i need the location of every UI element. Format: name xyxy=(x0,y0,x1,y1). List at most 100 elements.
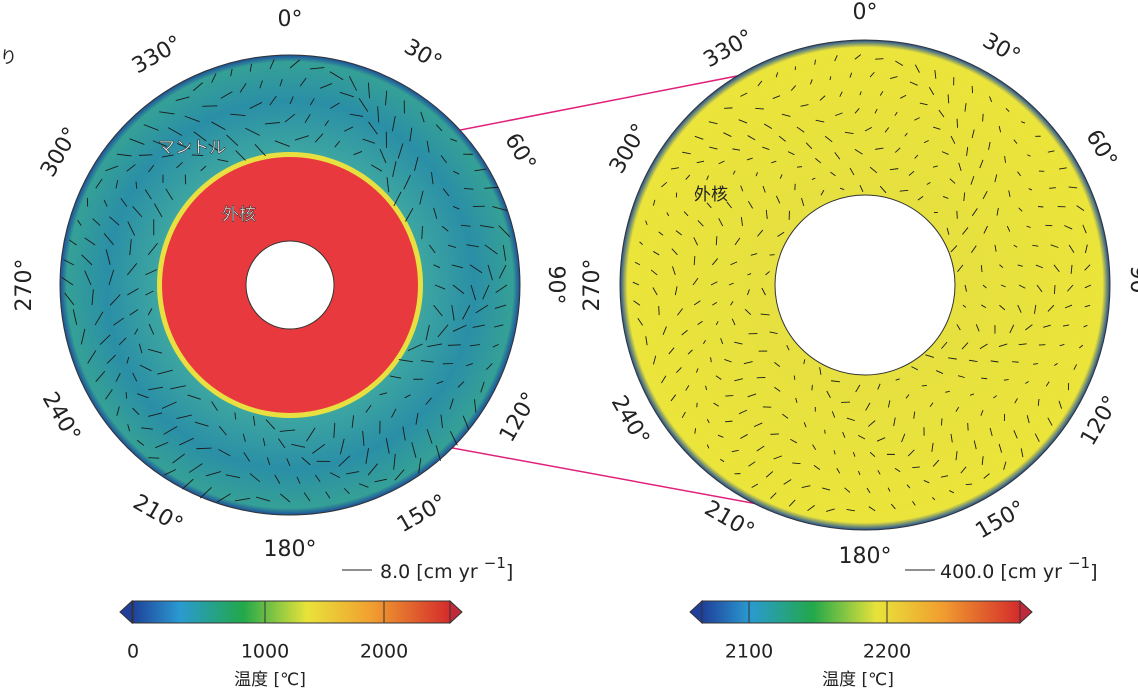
vector xyxy=(911,366,919,371)
vector xyxy=(175,96,190,101)
vector xyxy=(368,121,378,135)
angle-label: 90° xyxy=(1125,266,1138,305)
vector xyxy=(819,367,822,375)
vector xyxy=(303,492,311,502)
vector xyxy=(84,270,92,286)
vector xyxy=(857,434,866,440)
vector xyxy=(265,419,276,430)
vector xyxy=(249,63,253,72)
vector xyxy=(435,445,441,461)
colorbar-tick-label: 0 xyxy=(127,641,139,663)
vector xyxy=(362,138,376,144)
vector xyxy=(958,375,965,378)
vector xyxy=(993,395,998,399)
vector xyxy=(762,185,766,193)
vector xyxy=(747,135,756,141)
vector xyxy=(1083,324,1088,328)
vector xyxy=(650,269,658,276)
vector xyxy=(1049,187,1056,189)
vector xyxy=(932,126,941,130)
vector xyxy=(955,406,960,412)
vector xyxy=(914,117,920,121)
vector xyxy=(717,434,724,438)
vector xyxy=(172,453,186,464)
vector xyxy=(955,451,958,461)
vector-scale: 400.0 [cm yr −1] xyxy=(940,554,1098,583)
vector xyxy=(1013,139,1018,144)
vector xyxy=(418,458,422,474)
vector xyxy=(184,115,200,123)
vector xyxy=(393,453,396,470)
vector xyxy=(163,426,178,435)
angle-label: 300° xyxy=(36,123,84,181)
colorbar-end xyxy=(689,599,703,625)
vector xyxy=(889,76,898,79)
vector xyxy=(132,206,143,218)
vector xyxy=(176,143,191,150)
vector xyxy=(1067,284,1074,292)
vector xyxy=(234,497,251,502)
colorbar-end xyxy=(1019,599,1033,625)
vector xyxy=(245,127,260,136)
vector xyxy=(449,398,454,410)
angle-label: 0° xyxy=(278,7,303,32)
vector xyxy=(475,304,489,314)
vector xyxy=(1084,264,1091,271)
vector xyxy=(147,242,158,256)
vector xyxy=(894,111,898,116)
vector xyxy=(879,91,884,96)
vector xyxy=(753,422,763,428)
vector xyxy=(447,244,457,248)
vector xyxy=(913,411,916,419)
angle-label: 210° xyxy=(129,490,187,538)
vector xyxy=(998,125,1002,133)
vector xyxy=(864,126,873,132)
vector xyxy=(814,59,816,65)
vector xyxy=(304,114,311,123)
vector xyxy=(734,378,743,382)
vector xyxy=(672,266,676,276)
vector xyxy=(962,304,967,308)
vector xyxy=(633,300,641,306)
vector xyxy=(778,135,786,142)
colorbar-tick-label: 1000 xyxy=(241,641,289,663)
vector xyxy=(715,236,718,246)
vector xyxy=(405,207,414,222)
vector xyxy=(403,174,411,190)
vector xyxy=(148,323,155,335)
vector xyxy=(451,304,455,321)
vector xyxy=(330,102,340,109)
vector xyxy=(109,216,120,226)
vector xyxy=(91,289,94,306)
vector xyxy=(243,452,251,462)
vector xyxy=(391,408,397,418)
vector xyxy=(1037,206,1044,208)
vector xyxy=(462,415,470,430)
vector xyxy=(474,399,477,413)
vector xyxy=(634,261,641,266)
vector xyxy=(109,294,121,306)
vector xyxy=(216,493,231,503)
vector xyxy=(115,180,119,189)
vector xyxy=(998,343,1008,347)
vector xyxy=(907,449,915,457)
vector xyxy=(230,68,233,77)
vector xyxy=(632,281,640,286)
vector xyxy=(829,76,832,81)
vector xyxy=(811,177,816,181)
vector xyxy=(981,456,984,466)
vector xyxy=(450,138,458,142)
vector xyxy=(831,411,836,418)
vector xyxy=(949,178,956,184)
vector xyxy=(877,383,881,390)
vector xyxy=(1008,190,1011,198)
vector xyxy=(1053,264,1060,273)
vector xyxy=(975,324,980,332)
vector xyxy=(202,105,218,107)
vector xyxy=(127,221,136,236)
vector xyxy=(191,154,204,157)
vector-scale: 8.0 [cm yr −1] xyxy=(380,554,513,583)
angle-label: 240° xyxy=(37,388,85,446)
vector xyxy=(1003,461,1007,470)
vector xyxy=(695,368,699,373)
